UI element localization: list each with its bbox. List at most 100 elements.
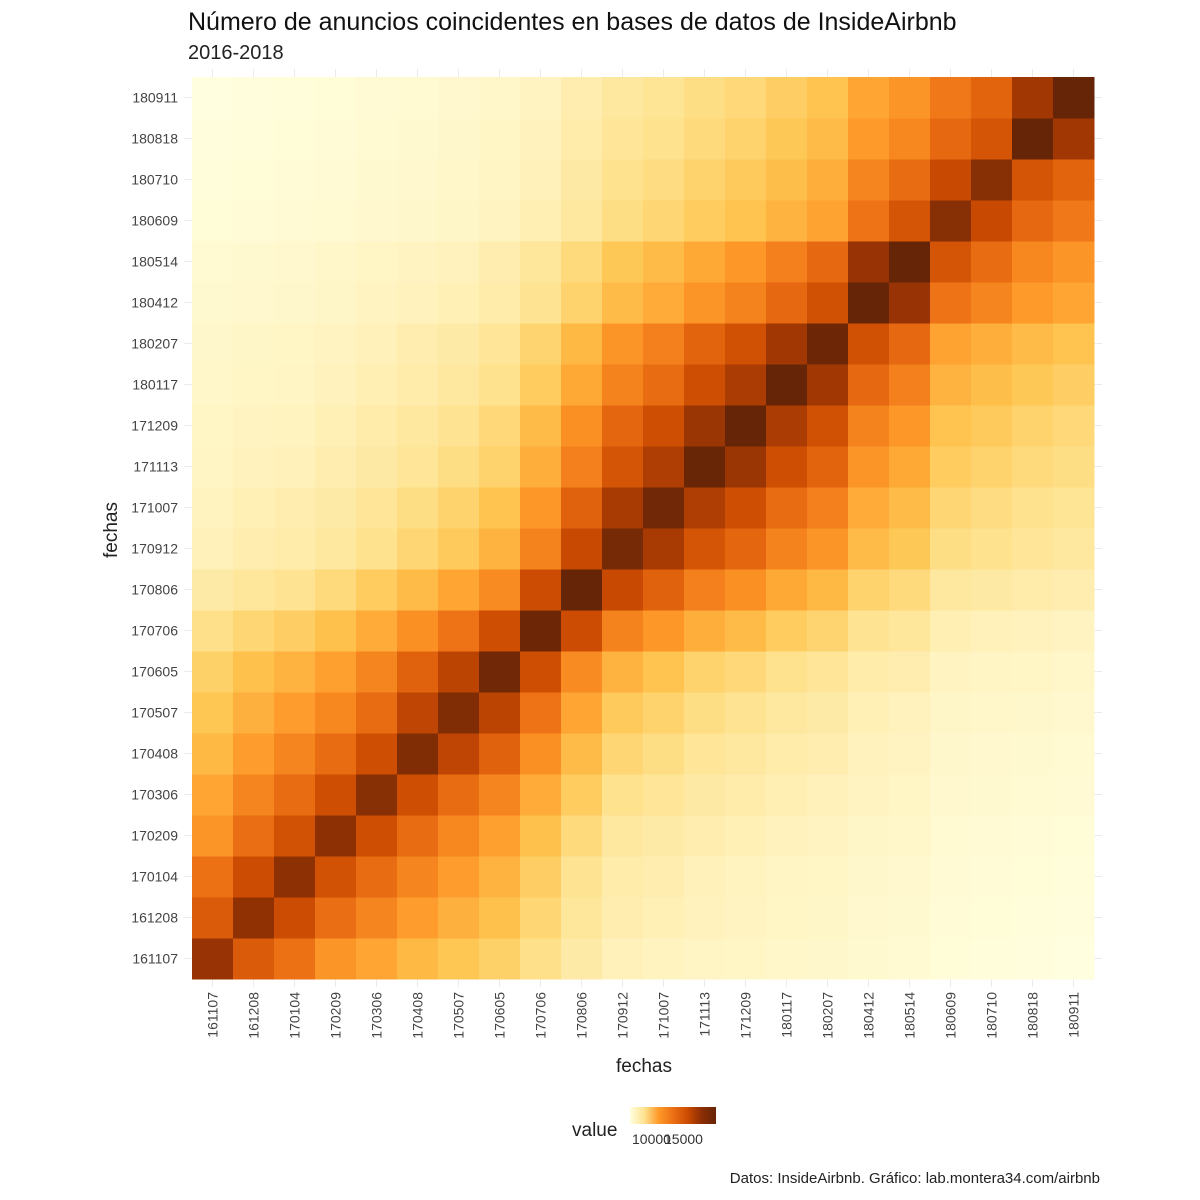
heatmap-cell-170912-170507: [602, 692, 644, 734]
heatmap-cell-171113-180412: [684, 282, 726, 324]
heatmap-cell-170306-170306: [356, 774, 398, 816]
heatmap-cell-170806-171007: [561, 487, 603, 529]
heatmap-cell-161107-170912: [192, 528, 234, 570]
heatmap-cell-170209-180818: [315, 118, 357, 160]
heatmap-cell-180514-180911: [889, 77, 931, 119]
heatmap-cell-170104-170912: [274, 528, 316, 570]
heatmap-cell-180412-180818: [848, 118, 890, 160]
heatmap-cell-161107-180117: [192, 364, 234, 406]
y-tick-label: 171007: [131, 500, 178, 516]
x-tick-label: 171113: [697, 992, 713, 1037]
heatmap-cell-161107-170806: [192, 569, 234, 611]
heatmap-cell-170806-171209: [561, 405, 603, 447]
heatmap-cell-180911-171113: [1053, 446, 1095, 488]
heatmap-cell-171113-171209: [684, 405, 726, 447]
heatmap-cell-180710-180207: [971, 323, 1013, 365]
heatmap-cell-171007-180911: [643, 77, 685, 119]
heatmap-cell-161208-180117: [233, 364, 275, 406]
heatmap-cell-180710-171007: [971, 487, 1013, 529]
heatmap-cell-180207-171007: [807, 487, 849, 529]
heatmap-cell-180818-170104: [1012, 856, 1054, 898]
heatmap-cell-170912-171007: [602, 487, 644, 529]
x-tick-label: 180818: [1025, 992, 1041, 1039]
heatmap-cell-170706-180207: [520, 323, 562, 365]
heatmap-cell-180117-180911: [766, 77, 808, 119]
heatmap-cell-170605-170408: [479, 733, 521, 775]
heatmap-cell-170605-170706: [479, 610, 521, 652]
heatmap-cell-161208-170507: [233, 692, 275, 734]
heatmap-cell-170306-170507: [356, 692, 398, 734]
heatmap-cell-161107-180514: [192, 241, 234, 283]
heatmap-cell-180818-171007: [1012, 487, 1054, 529]
heatmap-cell-180514-161107: [889, 938, 931, 980]
heatmap-cell-170408-180710: [397, 159, 439, 201]
heatmap-cell-170306-170408: [356, 733, 398, 775]
heatmap-cell-170605-161107: [479, 938, 521, 980]
heatmap-cell-170706-180911: [520, 77, 562, 119]
heatmap-cell-180609-170507: [930, 692, 972, 734]
heatmap-cell-170706-180609: [520, 200, 562, 242]
y-tick-label: 171113: [133, 459, 178, 475]
heatmap-cell-170209-170706: [315, 610, 357, 652]
heatmap-cell-180710-170806: [971, 569, 1013, 611]
heatmap-cell-170104-180710: [274, 159, 316, 201]
heatmap-cell-170806-180609: [561, 200, 603, 242]
heatmap-cell-180117-180117: [766, 364, 808, 406]
heatmap-cell-170706-180514: [520, 241, 562, 283]
heatmap-cell-180609-170408: [930, 733, 972, 775]
heatmap-cell-171113-180609: [684, 200, 726, 242]
heatmap-cell-170408-170605: [397, 651, 439, 693]
heatmap-cell-180818-180412: [1012, 282, 1054, 324]
heatmap-cell-170104-170209: [274, 815, 316, 857]
heatmap-cell-180710-180117: [971, 364, 1013, 406]
heatmap-cell-170104-170104: [274, 856, 316, 898]
heatmap-cell-171209-171113: [725, 446, 767, 488]
heatmap-cell-170706-170507: [520, 692, 562, 734]
heatmap-cell-161107-180911: [192, 77, 234, 119]
heatmap-cell-180207-170408: [807, 733, 849, 775]
heatmap-cell-180710-180609: [971, 200, 1013, 242]
heatmap-cell-170209-171113: [315, 446, 357, 488]
y-tick-label: 170912: [131, 541, 178, 557]
heatmap-cell-170605-180117: [479, 364, 521, 406]
heatmap-cell-170408-171113: [397, 446, 439, 488]
x-tick-label: 170605: [492, 992, 508, 1039]
heatmap-cell-170104-180514: [274, 241, 316, 283]
heatmap-cell-180117-170209: [766, 815, 808, 857]
y-axis-label: fechas: [101, 502, 122, 558]
heatmap-cell-180207-170507: [807, 692, 849, 734]
heatmap-cell-170912-180514: [602, 241, 644, 283]
heatmap-cell-180412-161208: [848, 897, 890, 939]
heatmap-cell-170912-170209: [602, 815, 644, 857]
heatmap-cell-180412-171113: [848, 446, 890, 488]
heatmap-cell-170806-180117: [561, 364, 603, 406]
heatmap-cell-161208-170104: [233, 856, 275, 898]
x-tick-label: 180609: [943, 992, 959, 1039]
heatmap-cell-180514-170912: [889, 528, 931, 570]
heatmap-cell-170507-161107: [438, 938, 480, 980]
heatmap-cell-171209-170306: [725, 774, 767, 816]
x-tick-label: 161107: [205, 992, 221, 1038]
heatmap-cell-161208-180514: [233, 241, 275, 283]
chart-subtitle: 2016-2018: [188, 42, 284, 64]
heatmap-cell-171113-170306: [684, 774, 726, 816]
y-tick-label: 170706: [131, 623, 178, 639]
x-tick-label: 180911: [1066, 992, 1082, 1038]
heatmap-cell-180412-180207: [848, 323, 890, 365]
x-tick-label: 170306: [369, 992, 385, 1039]
heatmap-cell-180514-180710: [889, 159, 931, 201]
heatmap-cell-170408-170408: [397, 733, 439, 775]
heatmap-cell-180710-170306: [971, 774, 1013, 816]
heatmap-cell-180514-171209: [889, 405, 931, 447]
heatmap-cell-161107-170306: [192, 774, 234, 816]
y-tick-label: 161208: [131, 910, 178, 926]
heatmap-cell-161208-170806: [233, 569, 275, 611]
heatmap-cell-180207-161107: [807, 938, 849, 980]
heatmap-cell-180609-170605: [930, 651, 972, 693]
heatmap-cell-180514-180818: [889, 118, 931, 160]
heatmap-cell-180412-180412: [848, 282, 890, 324]
heatmap-cell-171209-170507: [725, 692, 767, 734]
heatmap-cell-180412-170408: [848, 733, 890, 775]
heatmap-cell-161107-180609: [192, 200, 234, 242]
heatmap-cell-170408-170306: [397, 774, 439, 816]
